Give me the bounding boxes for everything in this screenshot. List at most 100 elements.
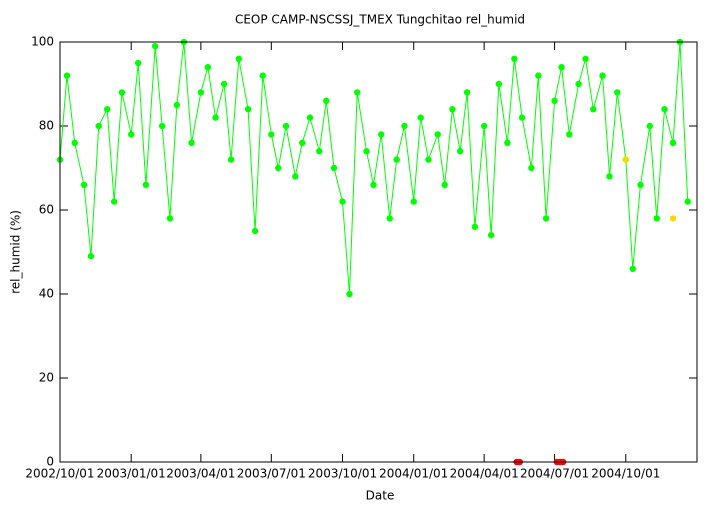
data-point (449, 106, 456, 113)
data-point (323, 97, 330, 105)
data-point (669, 215, 677, 222)
data-point (401, 122, 408, 130)
data-point (480, 122, 488, 130)
data-point (330, 164, 338, 172)
data-point (518, 114, 526, 121)
data-point (158, 122, 166, 130)
data-point (590, 106, 597, 113)
y-tick-label: 20 (39, 371, 54, 385)
data-point (622, 156, 629, 163)
data-point (128, 131, 135, 138)
y-tick-label: 100 (31, 35, 54, 49)
data-point (456, 148, 464, 155)
data-point (425, 156, 432, 163)
y-tick-label: 80 (39, 119, 54, 133)
data-point (566, 131, 573, 138)
data-point (346, 290, 353, 298)
data-point (259, 72, 266, 79)
data-point (386, 215, 393, 222)
data-point (142, 181, 150, 188)
data-point (292, 173, 299, 180)
data-point (393, 156, 400, 163)
data-point (118, 89, 126, 96)
data-point (339, 198, 346, 205)
x-tick-label: 2004/04/01 (450, 467, 519, 481)
data-point (134, 59, 142, 67)
data-point (204, 63, 212, 71)
y-tick-label: 40 (39, 287, 54, 301)
data-point (299, 139, 306, 146)
data-point (235, 55, 242, 62)
data-point (166, 215, 174, 222)
data-point (282, 122, 290, 130)
data-point (363, 148, 370, 155)
data-point (511, 55, 518, 62)
data-point (251, 227, 259, 235)
data-point (316, 148, 323, 155)
data-point (152, 43, 159, 50)
data-point (80, 181, 88, 188)
x-tick-label: 2004/07/01 (520, 467, 589, 481)
data-point (487, 232, 495, 239)
y-tick-label: 60 (39, 203, 54, 217)
data-point (528, 164, 535, 172)
chart-title: CEOP CAMP-NSCSSJ_TMEX Tungchitao rel_hum… (235, 13, 525, 27)
data-point (542, 215, 550, 222)
data-point (535, 72, 542, 79)
data-point (268, 131, 275, 138)
data-point (684, 198, 691, 205)
data-point (63, 72, 71, 79)
data-point (661, 106, 668, 113)
x-tick-label: 2004/01/01 (379, 467, 448, 481)
data-point (551, 97, 558, 105)
data-point (637, 181, 644, 188)
data-point (614, 89, 621, 96)
data-point (95, 122, 102, 130)
x-tick-label: 2003/04/01 (166, 467, 235, 481)
y-tick-label: 0 (46, 455, 54, 469)
data-point (370, 181, 377, 188)
data-point (197, 89, 205, 96)
data-point (212, 114, 219, 121)
data-point (471, 223, 479, 230)
x-tick-label: 2003/10/01 (308, 467, 377, 481)
data-point (669, 139, 677, 146)
data-point (306, 114, 314, 121)
data-point (110, 198, 118, 205)
data-point (244, 106, 252, 113)
data-point (606, 173, 613, 180)
data-point (504, 139, 511, 146)
data-point (575, 80, 582, 88)
data-point (410, 198, 417, 205)
data-point (463, 89, 471, 96)
x-tick-label: 2002/10/01 (25, 467, 94, 481)
data-point (275, 164, 282, 172)
data-point (495, 80, 503, 88)
data-point (354, 89, 361, 96)
data-point (417, 114, 424, 121)
data-point (558, 63, 565, 71)
y-axis-label: rel_humid (%) (9, 210, 23, 294)
data-point (599, 72, 606, 79)
data-point (378, 131, 385, 138)
x-tick-label: 2003/01/01 (97, 467, 166, 481)
data-point (227, 156, 235, 163)
data-point (582, 55, 589, 62)
data-point (220, 80, 228, 88)
data-point (104, 106, 111, 113)
data-point (646, 122, 653, 130)
data-point (87, 253, 95, 260)
x-tick-label: 2003/07/01 (237, 467, 306, 481)
data-point (188, 139, 195, 146)
data-point (441, 181, 448, 188)
x-axis-label: Date (366, 489, 395, 503)
data-point (434, 131, 441, 138)
x-tick-label: 2004/10/01 (591, 467, 660, 481)
plot-frame (59, 41, 698, 463)
data-point (629, 265, 636, 272)
data-point (173, 101, 181, 109)
data-point (71, 139, 78, 146)
data-point (653, 215, 660, 222)
